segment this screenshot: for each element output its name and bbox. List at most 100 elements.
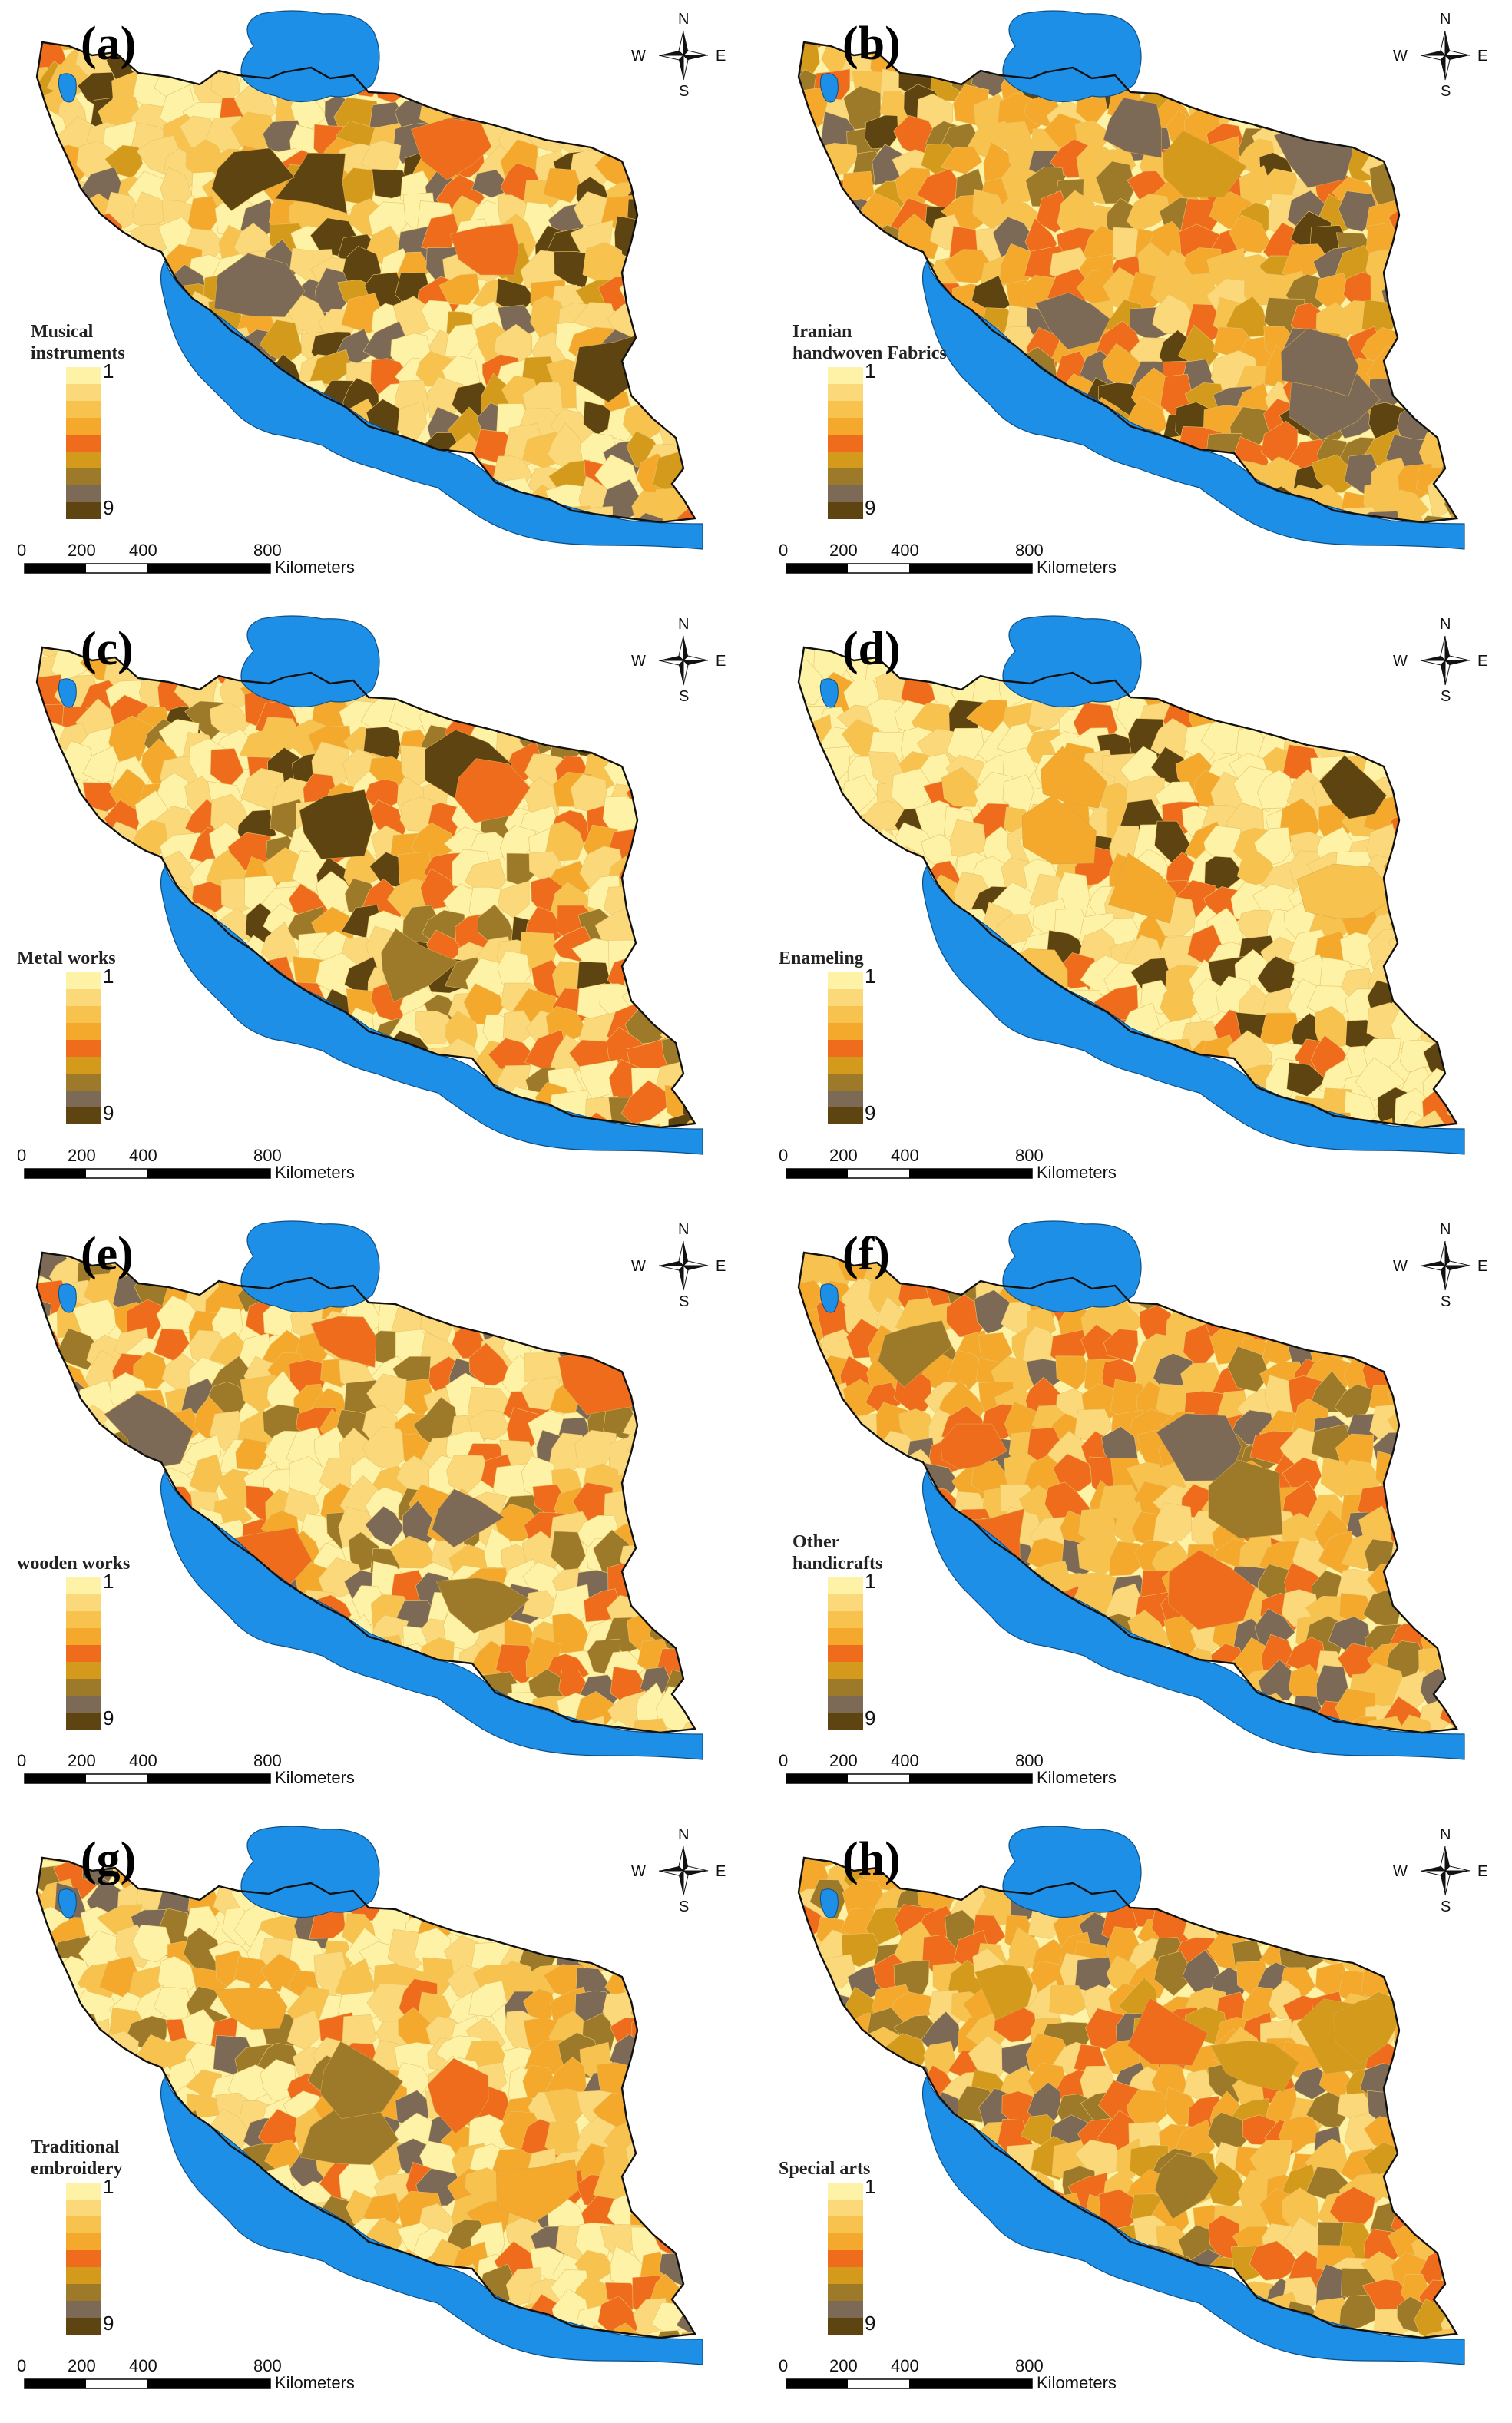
district-cell xyxy=(1433,252,1457,296)
district-cell xyxy=(599,0,641,32)
district-cell xyxy=(1388,1459,1434,1491)
district-cell xyxy=(601,605,643,626)
district-cell xyxy=(37,1903,44,1941)
district-cell xyxy=(1136,1691,1170,1726)
district-cell xyxy=(662,363,693,405)
district-cell xyxy=(107,400,154,445)
persian-gulf xyxy=(921,260,1465,550)
district-cell xyxy=(998,1098,1041,1127)
compass-icon xyxy=(658,1240,709,1291)
district-cell xyxy=(74,2018,111,2061)
district-cell xyxy=(37,1700,38,1733)
district-cell xyxy=(1179,647,1219,663)
district-cell xyxy=(654,857,695,902)
district-cell xyxy=(37,1388,66,1431)
district-cell xyxy=(1423,386,1457,422)
district-cell xyxy=(1417,144,1457,180)
district-cell xyxy=(1134,1742,1170,1781)
district-cell xyxy=(481,1210,521,1243)
district-cell xyxy=(799,740,801,788)
district-cell xyxy=(495,1858,541,1889)
district-cell xyxy=(799,746,824,793)
district-cell xyxy=(208,1729,252,1733)
district-cell xyxy=(799,482,803,522)
district-cell xyxy=(37,1084,47,1121)
district-cell xyxy=(527,1907,564,1950)
district-cell xyxy=(187,2248,230,2289)
district-cell xyxy=(928,1005,964,1047)
district-cell xyxy=(1055,1355,1090,1390)
district-cell xyxy=(352,1752,395,1791)
district-cell xyxy=(37,1031,41,1068)
scale-bar xyxy=(24,1773,271,1784)
district-cell xyxy=(104,2073,137,2116)
district-cell xyxy=(1388,0,1428,31)
district-cell xyxy=(651,1353,692,1391)
district-cell xyxy=(488,1889,528,1931)
district-cell xyxy=(799,1982,838,2030)
district-cell xyxy=(37,2011,52,2058)
district-cell xyxy=(37,2071,48,2104)
legend-max-label: 9 xyxy=(103,1101,114,1124)
district-cell xyxy=(449,223,520,276)
district-cell xyxy=(502,1010,536,1044)
district-cell xyxy=(613,128,646,162)
district-cell xyxy=(1440,2259,1457,2299)
district-cell xyxy=(391,1757,431,1789)
district-cell xyxy=(37,1330,61,1366)
district-cell xyxy=(900,1718,936,1733)
district-cell xyxy=(548,1888,587,1931)
district-cell xyxy=(1455,1816,1495,1837)
district-cell xyxy=(581,1280,619,1319)
district-cell xyxy=(799,1016,829,1058)
district-cell xyxy=(142,1699,184,1733)
district-cell xyxy=(316,510,357,522)
district-cell xyxy=(389,42,431,50)
legend-swatch xyxy=(66,2216,101,2233)
map-canvas xyxy=(24,605,709,1179)
district-cell xyxy=(160,1210,192,1241)
district-cell xyxy=(956,407,995,442)
district-cell xyxy=(1315,1253,1363,1256)
district-cell xyxy=(1446,1968,1457,2011)
district-cell xyxy=(684,137,695,184)
district-cell xyxy=(1384,695,1426,740)
scale-tick-label: 800 xyxy=(1015,1751,1044,1770)
district-cell xyxy=(1163,130,1247,198)
district-cell xyxy=(951,1253,991,1259)
district-cell xyxy=(685,2242,695,2282)
district-cell xyxy=(799,453,806,494)
district-cell xyxy=(1083,1061,1118,1101)
district-cell xyxy=(1246,1860,1277,1899)
district-cell xyxy=(291,462,327,497)
compass-e-label: E xyxy=(1477,1258,1488,1275)
district-cell xyxy=(817,1457,859,1493)
district-cell xyxy=(799,2299,814,2336)
district-cell xyxy=(650,2198,695,2242)
district-cell xyxy=(1047,1068,1087,1102)
district-cell xyxy=(1134,1816,1174,1833)
district-cell xyxy=(1105,1066,1143,1113)
scale-unit-label: Kilometers xyxy=(1037,1768,1117,1787)
district-cell xyxy=(225,1210,259,1230)
district-cell xyxy=(604,671,640,702)
district-cell xyxy=(1027,2296,1060,2338)
district-cell xyxy=(669,1271,695,1309)
district-cell xyxy=(1048,2274,1087,2322)
country-border xyxy=(797,1251,1458,1734)
district-cell xyxy=(213,607,250,634)
district-cell xyxy=(444,647,492,657)
district-cell xyxy=(132,1924,174,1963)
legend-swatch xyxy=(66,401,101,418)
district-cell xyxy=(1427,169,1457,215)
district-cell xyxy=(676,985,695,1017)
district-cell xyxy=(90,270,127,309)
district-cell xyxy=(116,2117,148,2160)
persian-gulf xyxy=(160,260,703,550)
district-cell xyxy=(49,2101,90,2140)
district-cell xyxy=(799,885,820,927)
district-cell xyxy=(554,102,597,142)
district-cell xyxy=(1388,605,1432,634)
legend-swatch xyxy=(66,1594,101,1611)
district-cell xyxy=(37,856,45,895)
